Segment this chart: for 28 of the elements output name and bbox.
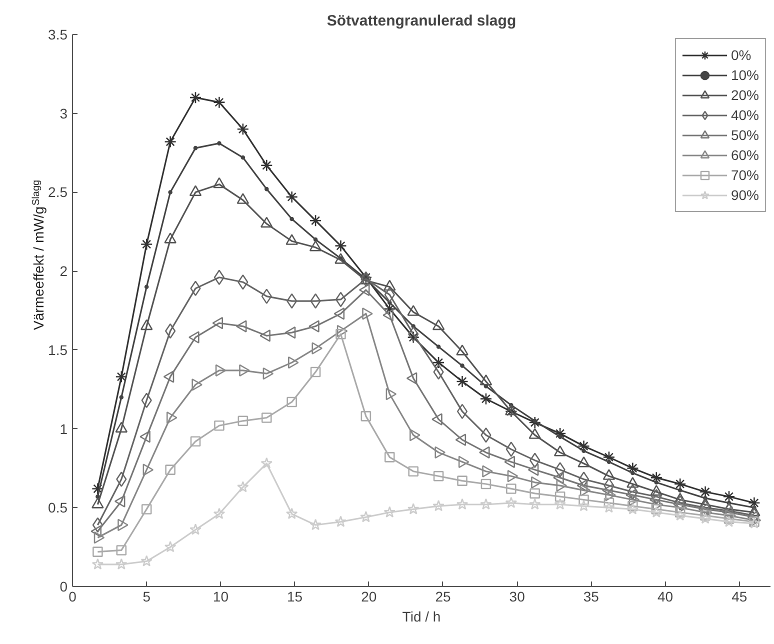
y-tick-label: 3.5	[48, 26, 68, 42]
legend-label: 0%	[730, 47, 752, 63]
y-tick-label: 3	[60, 105, 68, 122]
x-tick-label: 45	[732, 588, 748, 604]
legend-label: 90%	[730, 187, 759, 203]
x-tick-label: 30	[509, 588, 526, 604]
x-tick-label: 20	[361, 588, 377, 604]
x-tick-label: 35	[583, 588, 600, 604]
x-tick-label: 15	[287, 588, 303, 604]
legend-label: 10%	[730, 67, 759, 83]
y-axis-title: Värmeeffekt / mW/gSlagg	[30, 180, 46, 330]
y-tick-label: 0.5	[48, 500, 68, 516]
y-tick-label: 1	[60, 420, 68, 437]
y-tick-label: 2.5	[48, 184, 68, 200]
x-tick-label: 25	[435, 588, 451, 604]
y-tick-label: 0	[60, 578, 68, 594]
legend-label: 70%	[730, 167, 759, 183]
y-tick-label: 2	[60, 263, 68, 280]
x-tick-label: 5	[142, 588, 151, 604]
y-tick-label: 1.5	[48, 342, 68, 358]
x-axis-title: Tid / h	[402, 608, 441, 624]
legend-label: 60%	[730, 147, 759, 163]
legend-label: 50%	[730, 127, 759, 143]
x-tick-label: 40	[657, 588, 674, 604]
legend-label: 40%	[730, 107, 759, 123]
x-tick-label: 10	[212, 588, 229, 604]
chart-title: Sötvattengranulerad slagg	[326, 12, 516, 30]
legend-label: 20%	[730, 87, 759, 103]
